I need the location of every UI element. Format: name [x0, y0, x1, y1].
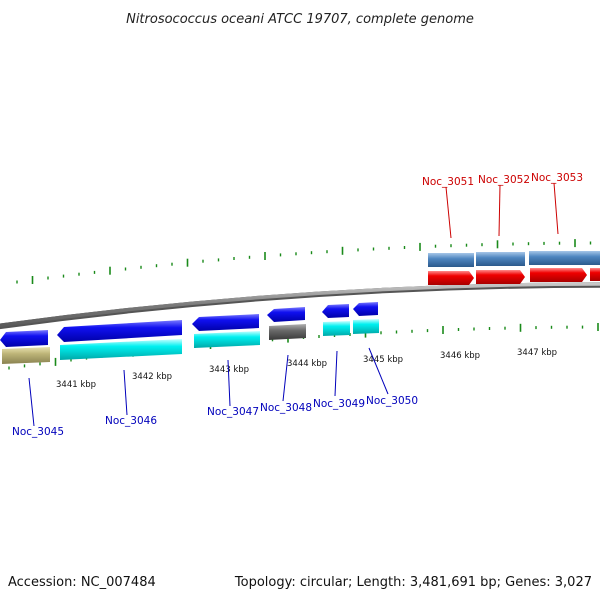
forward-label-leaders [445, 182, 559, 239]
gene-label-noc3045[interactable]: Noc_3045 [12, 426, 64, 438]
kbp-label-3445: 3445 kbp [363, 355, 403, 365]
outer-tick-track [16, 239, 592, 284]
leader-noc3048 [282, 354, 289, 402]
gene-noc3046-cyan[interactable] [60, 339, 182, 360]
kbp-label-3446: 3446 kbp [440, 351, 480, 361]
leader-noc3050 [368, 347, 389, 395]
kbp-label-3447: 3447 kbp [517, 348, 557, 358]
leader-noc3053 [553, 182, 559, 235]
accession-text: Accession: NC_007484 [8, 575, 156, 590]
gene-label-noc3046[interactable]: Noc_3046 [105, 415, 157, 427]
gene-noc3050-blue[interactable] [353, 302, 378, 316]
gene-noc3050-cyan[interactable] [353, 319, 379, 334]
gene-label-noc3050[interactable]: Noc_3050 [366, 395, 418, 407]
gene-labels: Noc_3045 Noc_3046 Noc_3047 Noc_3048 Noc_… [12, 172, 583, 438]
gene-noc3045-blue[interactable] [0, 330, 48, 347]
leader-noc3045 [28, 377, 35, 427]
kbp-label-3441: 3441 kbp [56, 380, 96, 390]
gene-label-noc3049[interactable]: Noc_3049 [313, 398, 365, 410]
kbp-label-3442: 3442 kbp [132, 372, 172, 382]
gene-noc3048-blue[interactable] [267, 307, 305, 322]
reverse-label-leaders [28, 347, 389, 427]
genome-backbone [0, 282, 600, 328]
gene-noc3045-olive[interactable] [2, 347, 50, 364]
gene-noc3053-red[interactable] [530, 268, 587, 282]
leader-noc3049 [334, 350, 338, 397]
gene-noc3046-blue[interactable] [57, 320, 182, 342]
gene-noc3049-cyan[interactable] [323, 321, 350, 336]
gene-partial-red[interactable] [590, 268, 600, 281]
gene-noc3053-steel[interactable] [529, 251, 600, 265]
topology-text: Topology: circular; Length: 3,481,691 bp… [234, 575, 592, 590]
gene-noc3051-red[interactable] [428, 271, 474, 285]
gene-noc3052-red[interactable] [476, 270, 525, 284]
gene-noc3051-steel[interactable] [428, 253, 474, 267]
gene-noc3048-gray[interactable] [269, 324, 306, 340]
forward-gene-track [428, 251, 600, 285]
kbp-label-3443: 3443 kbp [209, 365, 249, 375]
gene-label-noc3048[interactable]: Noc_3048 [260, 402, 312, 414]
kbp-scale: 3441 kbp 3442 kbp 3443 kbp 3444 kbp 3445… [56, 348, 557, 390]
leader-noc3052 [498, 184, 501, 237]
kbp-label-3444: 3444 kbp [287, 359, 327, 369]
gene-noc3047-blue[interactable] [192, 314, 259, 331]
gene-noc3047-cyan[interactable] [194, 331, 260, 348]
gene-noc3049-blue[interactable] [322, 304, 349, 318]
gene-label-noc3047[interactable]: Noc_3047 [207, 406, 259, 418]
leader-noc3047 [227, 359, 231, 407]
gene-label-noc3053[interactable]: Noc_3053 [531, 172, 583, 184]
map-title: Nitrosococcus oceani ATCC 19707, complet… [126, 12, 474, 27]
reverse-gene-track [0, 302, 379, 364]
leader-noc3046 [123, 369, 128, 416]
gene-noc3052-steel[interactable] [476, 252, 525, 266]
gene-label-noc3052[interactable]: Noc_3052 [478, 174, 530, 186]
genome-backbone-shadow [0, 282, 600, 330]
leader-noc3051 [445, 186, 452, 239]
gene-label-noc3051[interactable]: Noc_3051 [422, 176, 474, 188]
